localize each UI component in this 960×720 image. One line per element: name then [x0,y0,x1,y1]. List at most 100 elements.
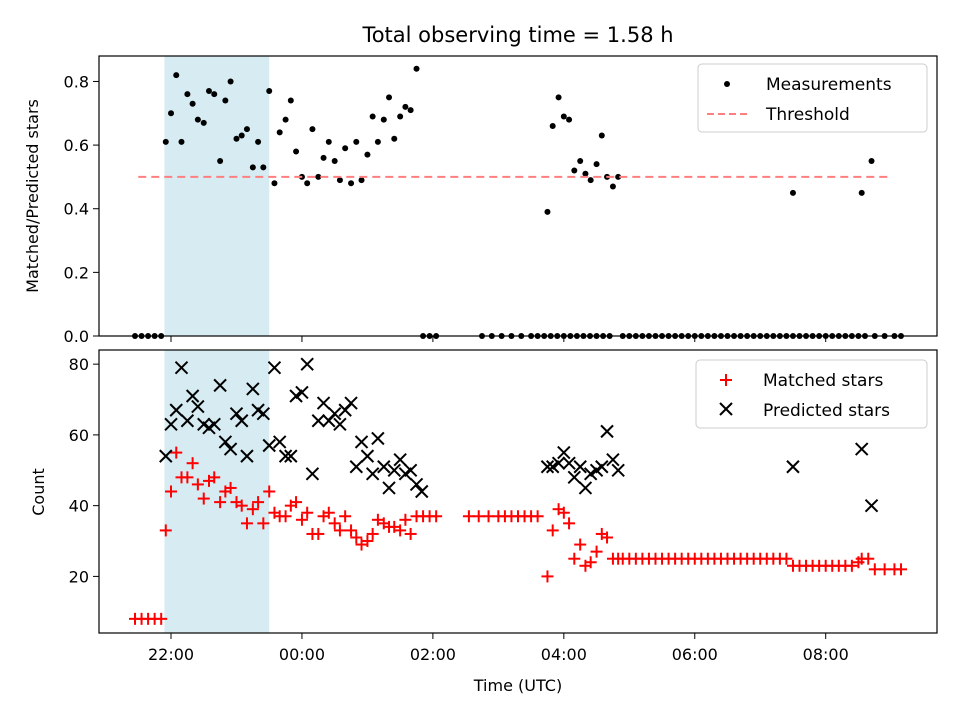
matched-stars-point [290,496,303,509]
predicted-stars-point [600,424,614,439]
predicted-stars-point [191,399,205,414]
y-tick-label: 0.2 [64,263,89,282]
measurement-point [276,129,283,136]
matched-stars-point [574,538,587,551]
axes-frame-top [98,55,938,337]
legend-label-threshold: Threshold [765,105,850,125]
y-tick-label: 60 [69,426,89,445]
predicted-stars-point [305,467,320,481]
matched-stars-point [170,446,183,459]
measurement-point [184,91,191,98]
predicted-stars-point [578,481,593,495]
matched-stars-point [252,496,265,509]
measurement-point [243,126,250,133]
x-ticks-top [170,336,827,342]
matched-stars-point [312,527,325,540]
x-tick-label: 22:00 [148,645,194,664]
x-ticks-bottom: 22:00 00:00 02:00 04:00 06:00 08:00 [148,633,849,664]
measurement-point [615,173,622,180]
matched-stars-point [399,513,412,526]
predicted-stars-point [256,406,271,421]
measurement-point [598,132,605,139]
measurement-point [320,154,327,161]
predicted-stars-point [409,477,424,492]
panel-ratio: 0.00.20.40.60.8 Matched/Predicted stars … [23,55,938,346]
y-tick-label: 20 [69,567,89,586]
matched-stars-point [322,506,335,519]
y-axis-label-top: Matched/Predicted stars [23,99,42,293]
measurement-point [255,138,262,145]
legend-marker-matched [720,374,732,386]
measurement-point [304,180,311,187]
matched-stars-point [531,510,544,523]
measurement-point [549,123,556,129]
matched-stars-point [350,531,363,544]
legend-top: Measurements Threshold [697,63,928,133]
matched-stars-point [295,513,308,526]
matched-stars-point [568,552,581,565]
measurement-point [260,164,267,171]
measurement-point [271,180,278,187]
predicted-stars-point [387,463,401,477]
predicted-stars-point [235,414,249,428]
predicted-stars-point [573,460,587,474]
matched-stars-point [394,524,407,537]
predicted-stars-point [169,403,183,417]
matched-stars-point [301,506,314,519]
y-tick-label: 0.0 [64,327,89,346]
matched-stars-point [563,517,576,530]
matched-stars-point [557,506,570,519]
legend-label-matched: Matched stars [763,371,883,391]
predicted-stars-point [344,396,358,410]
measurement-point [342,145,349,152]
measurement-point [789,189,796,196]
predicted-stars-point [611,463,625,477]
matched-stars-point [224,481,237,494]
matched-stars-point [333,524,346,537]
measurement-point [325,138,332,145]
matched-stars-point [197,492,210,505]
x-tick-label: 02:00 [410,645,456,664]
measurement-point [571,167,578,174]
predicted-stars-point [213,378,227,393]
predicted-stars-point [382,481,396,495]
matched-stars-point [159,524,172,537]
measurement-point [194,116,201,123]
measurement-point [211,91,218,98]
matched-stars-point [345,524,358,537]
measurement-point [227,78,234,85]
predicted-stars-point [300,357,314,371]
predicted-stars-point [174,360,189,375]
measurement-point [178,138,185,145]
measurement-point [162,138,169,145]
shaded-interval [164,56,270,336]
y-tick-label: 0.6 [64,136,89,155]
predicted-stars-point [327,406,342,421]
legend-marker-measurements [724,81,730,87]
measurement-point [233,135,240,142]
measurement-point [369,113,376,120]
measurement-point [358,177,365,184]
predicted-stars-point [207,417,221,431]
predicted-stars-point [262,438,276,453]
measurement-point [249,164,256,171]
predicted-stars-point [377,460,391,474]
matched-stars-point [894,563,907,576]
matched-stars-point [845,559,858,572]
measurement-point [566,116,573,123]
matched-stars-point [155,612,168,625]
y-tick-label: 40 [69,497,89,516]
measurement-point [402,103,409,110]
x-tick-label: 08:00 [803,645,849,664]
predicted-stars-point [218,435,233,449]
measurement-point [609,183,616,190]
measurement-point [173,72,180,79]
measurement-point [858,189,865,196]
measurement-point [397,113,404,120]
measurement-point [544,208,551,215]
matched-stars-point [208,471,221,484]
measurement-point [282,116,289,123]
predicted-stars-point [284,449,298,463]
matched-stars-point [361,535,374,548]
